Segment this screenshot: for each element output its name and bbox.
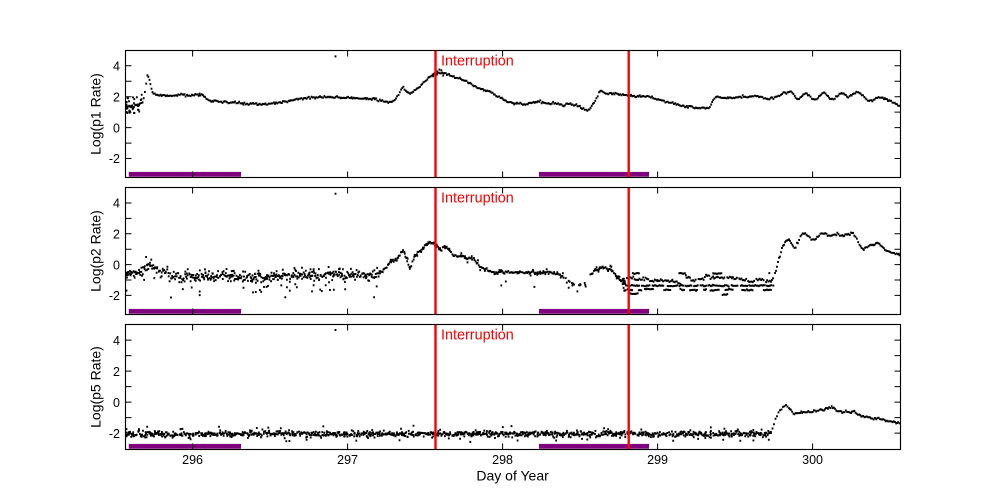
- svg-text:0: 0: [113, 258, 120, 272]
- svg-text:2: 2: [113, 365, 120, 379]
- svg-text:Interruption: Interruption: [441, 53, 514, 69]
- svg-text:2: 2: [113, 90, 120, 104]
- svg-text:0: 0: [113, 121, 120, 135]
- svg-text:2: 2: [113, 228, 120, 242]
- svg-text:Log(p2 Rate): Log(p2 Rate): [88, 210, 104, 292]
- svg-text:4: 4: [113, 334, 120, 348]
- svg-text:Interruption: Interruption: [441, 327, 514, 343]
- svg-text:-2: -2: [109, 289, 120, 303]
- svg-text:-2: -2: [109, 152, 120, 166]
- svg-text:297: 297: [337, 453, 358, 467]
- svg-text:0: 0: [113, 396, 120, 410]
- svg-text:299: 299: [647, 453, 668, 467]
- svg-text:Log(p5 Rate): Log(p5 Rate): [88, 346, 104, 428]
- svg-text:298: 298: [492, 453, 513, 467]
- svg-text:296: 296: [182, 453, 203, 467]
- svg-text:Day of Year: Day of Year: [476, 467, 549, 483]
- svg-text:-2: -2: [109, 427, 120, 441]
- svg-text:4: 4: [113, 197, 120, 211]
- svg-text:4: 4: [113, 59, 120, 73]
- svg-text:300: 300: [802, 453, 823, 467]
- svg-text:Log(p1 Rate): Log(p1 Rate): [88, 73, 104, 155]
- svg-text:Interruption: Interruption: [441, 190, 514, 206]
